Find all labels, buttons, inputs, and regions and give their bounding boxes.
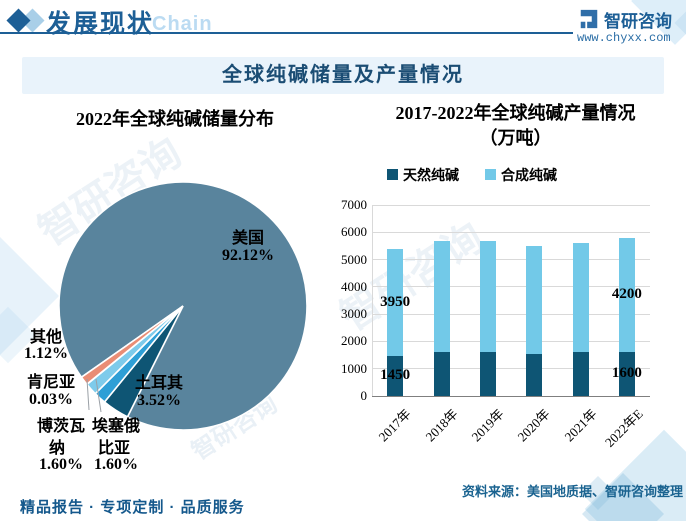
bar-segment-synthetic bbox=[387, 248, 404, 357]
y-tick-label: 7000 bbox=[341, 197, 367, 212]
section-title: 发展现状 bbox=[46, 10, 155, 38]
pie-label-botswana-name-1: 博茨瓦 bbox=[36, 418, 86, 435]
x-tick-label: 2017年 bbox=[375, 406, 414, 445]
gridline bbox=[372, 286, 650, 288]
pie-label-turkey-name: 土耳其 bbox=[134, 375, 184, 392]
gridline bbox=[372, 340, 650, 342]
legend-label-synthetic: 合成纯碱 bbox=[501, 167, 557, 183]
bar-segment-synthetic bbox=[433, 240, 450, 353]
bar-value-label: 3950 bbox=[380, 293, 411, 310]
pie-chart bbox=[58, 181, 308, 431]
legend-item-synthetic: 合成纯碱 bbox=[485, 165, 557, 185]
gridline bbox=[372, 368, 650, 370]
bar-plot: 0 1000 2000 3000 4000 5000 6000 7000 2017年 2018年 2… bbox=[341, 197, 650, 450]
bar-title-unit: （万吨） bbox=[479, 128, 552, 148]
bar-legend: 天然纯碱 合成纯碱 bbox=[387, 165, 557, 185]
legend-swatch-natural bbox=[387, 169, 398, 180]
bar-value-label: 4200 bbox=[611, 286, 642, 303]
gridline bbox=[372, 204, 650, 206]
y-tick-label: 2000 bbox=[341, 333, 367, 349]
bar-segment-natural bbox=[479, 352, 496, 396]
pie-label-kenya-name: 肯尼亚 bbox=[26, 374, 76, 391]
bar-title: 2017-2022年全球纯碱产量情况 bbox=[395, 103, 636, 123]
bar-segment-synthetic bbox=[479, 240, 496, 353]
y-tick-label: 4000 bbox=[341, 278, 367, 294]
pie-label-us-pct: 92.12% bbox=[222, 247, 274, 264]
brand-logo-icon bbox=[580, 9, 598, 29]
brand-name: 智研咨询 bbox=[604, 12, 672, 31]
x-tick-label: 2020年 bbox=[514, 406, 553, 445]
pie-label-other-name: 其他 bbox=[29, 329, 63, 346]
gridline bbox=[372, 313, 650, 315]
bar-segment-synthetic bbox=[572, 243, 589, 353]
y-tick-label: 3000 bbox=[341, 306, 367, 322]
pie-label-other-pct: 1.12% bbox=[24, 345, 68, 362]
source-note: 资料来源：美国地质据、智研咨询整理 bbox=[461, 484, 683, 499]
pie-label-botswana-name-2: 纳 bbox=[48, 440, 66, 457]
y-tick-label: 6000 bbox=[341, 224, 367, 240]
header-chain-watermark: Chain bbox=[152, 13, 213, 35]
y-tick-label: 0 bbox=[360, 388, 368, 403]
pie-label-turkey-pct: 3.52% bbox=[137, 392, 181, 409]
header-rule bbox=[0, 32, 573, 34]
brand-url: www.chyxx.com bbox=[577, 31, 671, 45]
x-tick-label: 2022年E bbox=[601, 406, 646, 450]
y-axis-line bbox=[372, 205, 373, 396]
footer-tagline: 精品报告 · 专项定制 · 品质服务 bbox=[20, 499, 245, 516]
gridline bbox=[372, 231, 650, 233]
bar-segment-natural bbox=[387, 356, 404, 396]
pie-label-ethiopia-name-2: 比亚 bbox=[97, 440, 131, 457]
pie-title: 2022年全球纯碱储量分布 bbox=[76, 109, 274, 129]
banner: 全球纯碱储量及产量情况 bbox=[22, 57, 664, 94]
pie-label-ethiopia-pct: 1.60% bbox=[94, 456, 138, 473]
bar-segment-natural bbox=[618, 352, 635, 396]
pie-label-us-name: 美国 bbox=[231, 230, 265, 247]
y-tick-label: 1000 bbox=[341, 360, 367, 376]
watermark-shape-top-right-2 bbox=[674, 0, 686, 56]
x-tick-label: 2018年 bbox=[422, 406, 461, 445]
bar-value-label: 1600 bbox=[611, 365, 642, 382]
bar-value-label: 1450 bbox=[380, 367, 411, 384]
pie-panel: 2022年全球纯碱储量分布 美国 92.12% 其他 1.12% 肯尼亚 0.0… bbox=[10, 97, 340, 487]
gridline bbox=[372, 259, 650, 261]
bar-segment-natural bbox=[433, 352, 450, 396]
bar-segment-natural bbox=[526, 353, 543, 396]
legend-swatch-synthetic bbox=[485, 169, 496, 180]
x-axis-line bbox=[372, 395, 650, 397]
x-tick-label: 2021年 bbox=[561, 406, 600, 445]
banner-title: 全球纯碱储量及产量情况 bbox=[222, 64, 464, 86]
bar-segment-synthetic bbox=[526, 245, 543, 354]
bar-panel: 2017-2022年全球纯碱产量情况 （万吨） 天然纯碱 合成纯碱 0 1000 2… bbox=[341, 97, 686, 497]
pie-label-kenya-pct: 0.03% bbox=[29, 391, 73, 408]
y-tick-label: 5000 bbox=[341, 251, 367, 267]
pie-label-ethiopia-name-1: 埃塞俄 bbox=[91, 418, 141, 435]
legend-label-natural: 天然纯碱 bbox=[403, 167, 459, 183]
bar-segment-natural bbox=[572, 352, 589, 396]
x-tick-label: 2019年 bbox=[468, 406, 507, 445]
bar-segment-synthetic bbox=[618, 237, 635, 353]
pie-label-botswana-pct: 1.60% bbox=[39, 456, 83, 473]
legend-item-natural: 天然纯碱 bbox=[387, 165, 459, 185]
